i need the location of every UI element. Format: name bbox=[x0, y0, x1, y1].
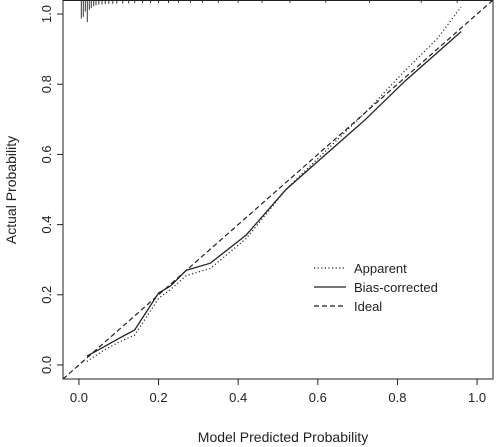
y-axis-title: Actual Probability bbox=[3, 136, 19, 244]
x-tick-label: 0.0 bbox=[70, 390, 88, 405]
x-axis-title: Model Predicted Probability bbox=[198, 429, 368, 445]
legend-bias-corrected-label: Bias-corrected bbox=[354, 280, 438, 295]
bias-corrected-curve bbox=[86, 31, 462, 357]
x-tick-label: 0.2 bbox=[150, 390, 168, 405]
ideal-line bbox=[62, 0, 494, 380]
x-tick-label: 0.4 bbox=[229, 390, 247, 405]
y-tick-label: 0.8 bbox=[39, 75, 54, 93]
legend-apparent-label: Apparent bbox=[354, 261, 407, 276]
x-tick-label: 0.6 bbox=[309, 390, 327, 405]
plot-frame bbox=[62, 0, 494, 380]
x-tick-label: 1.0 bbox=[468, 390, 486, 405]
apparent-curve bbox=[86, 6, 462, 362]
legend-ideal-label: Ideal bbox=[354, 299, 382, 314]
x-tick-label: 0.8 bbox=[388, 390, 406, 405]
y-tick-label: 1.0 bbox=[39, 5, 54, 23]
legend: Apparent Bias-corrected Ideal bbox=[314, 261, 438, 314]
y-tick-label: 0.2 bbox=[39, 286, 54, 304]
y-tick-label: 0.6 bbox=[39, 145, 54, 163]
y-tick-label: 0.4 bbox=[39, 216, 54, 234]
y-tick-label: 0.0 bbox=[39, 356, 54, 374]
